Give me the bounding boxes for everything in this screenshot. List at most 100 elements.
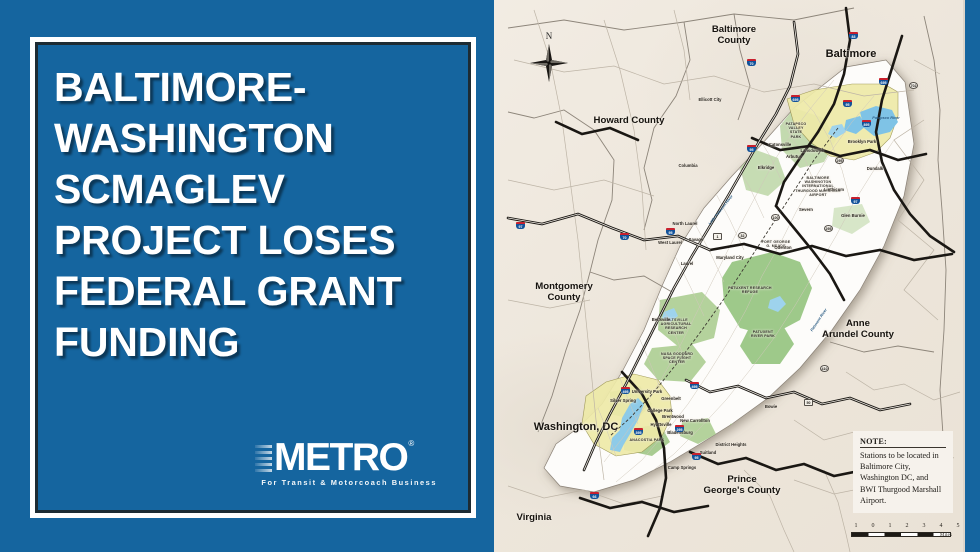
interstate-shield-83: 83	[849, 32, 858, 39]
highway-centerlines	[507, 21, 911, 471]
interstate-shield-295: 295	[675, 425, 684, 432]
md-route-shield-295-b: 295	[824, 225, 833, 232]
md-route-shield-702: 702	[909, 82, 918, 89]
map-vector-layer	[506, 6, 961, 552]
scale-tick-2: 1	[888, 523, 892, 529]
compass-north-label: N	[545, 31, 553, 41]
park-label-nasa-goddard-space-flight-center: NASA GODDARD SPACE FLIGHT CENTER	[660, 352, 693, 365]
interstate-shield-95-a: 95	[843, 100, 852, 107]
water-label-patapsco-river: Patapsco River	[872, 116, 900, 120]
place-label-linthicum: Linthicum	[823, 187, 844, 192]
place-label-catonsville: Catonsville	[768, 142, 792, 147]
headline-line-5: FEDERAL GRANT	[54, 268, 402, 314]
place-label-brentwood: Brentwood	[662, 414, 684, 419]
place-label-west-laurel: West Laurel	[658, 240, 682, 245]
park-label-bwi-airport: BALTIMORE WASHINGTON INTERNATIONAL THURG…	[795, 176, 841, 197]
scale-tick-labels: 1 0 1 2 3 4 5	[851, 523, 963, 531]
place-label-elkridge: Elkridge	[757, 165, 775, 170]
place-label-columbia: Columbia	[678, 163, 698, 168]
interstate-shield-695-a: 695	[791, 95, 800, 102]
metro-logo[interactable]: METRO ® For Transit & Motorcoach Busines…	[255, 437, 440, 493]
park-label-patuxent-research-refuge: PATUXENT RESEARCH REFUGE	[728, 286, 772, 295]
county-boundaries	[507, 7, 947, 511]
place-label-district-heights: District Heights	[715, 442, 747, 447]
speed-lines-icon	[255, 443, 272, 473]
headline-line-2: WASHINGTON	[54, 115, 334, 161]
decorative-frame-inner	[35, 42, 471, 513]
park-label-patapsco-valley-state-park: PATAPSCO VALLEY STATE PARK	[785, 122, 807, 139]
interstate-shield-495-b: 495	[690, 382, 699, 389]
page-title: BALTIMORE- WASHINGTON SCMAGLEV PROJECT L…	[54, 62, 454, 368]
interstate-shield-97-b: 97	[516, 222, 525, 229]
place-label-camp-springs: Camp Springs	[667, 465, 697, 470]
interstate-shield-95-d: 95	[692, 453, 701, 460]
interstate-shield-95-b: 95	[747, 145, 756, 152]
county-label-baltimore-county: Baltimore County	[711, 24, 757, 47]
city-label-washington-dc: Washington, DC	[533, 421, 619, 433]
place-label-brooklyn-park: Brooklyn Park	[847, 139, 877, 144]
map-note-title: NOTE:	[860, 437, 946, 448]
scale-unit-label: Miles	[939, 532, 952, 538]
place-label-arbutus: Arbutus	[785, 154, 803, 159]
place-label-suitland: Suitland	[699, 450, 717, 455]
county-label-virginia: Virginia	[516, 512, 552, 523]
interstate-shield-70-a: 70	[747, 59, 756, 66]
interstate-shield-66: 66	[590, 492, 599, 499]
county-label-montgomery-county: Montgomery County	[535, 281, 593, 304]
interstate-shield-97-a: 97	[851, 197, 860, 204]
interstate-shield-395: 395	[634, 428, 643, 435]
md-route-shield-32: 32	[738, 232, 747, 239]
map-canvas[interactable]: Baltimore County Howard County Montgomer…	[494, 0, 965, 552]
us-route-shield-1: 1	[713, 233, 722, 240]
place-label-dundalk: Dundalk	[866, 166, 884, 171]
compass-rose: N	[529, 31, 569, 83]
place-label-lansdowne: Lansdowne	[800, 148, 824, 153]
headline-line-6: FUNDING	[54, 319, 240, 365]
metro-wordmark: METRO	[274, 435, 409, 479]
decorative-frame	[30, 37, 476, 518]
county-label-prince-georges-county: Prince George's County	[703, 474, 781, 497]
registered-trademark-icon: ®	[408, 438, 415, 448]
metro-logo-row: METRO ®	[255, 437, 440, 477]
place-label-north-laurel: North Laurel	[672, 221, 698, 226]
place-label-bowie: Bowie	[764, 404, 778, 409]
park-label-fort-george-g-meade: FORT GEORGE G. MEADE	[761, 240, 791, 249]
us-route-shield-50: 50	[804, 399, 813, 406]
md-route-shield-410: 410	[820, 365, 829, 372]
place-label-glen-burnie: Glen Burnie	[841, 213, 865, 218]
scale-bar-graphic: Miles	[851, 532, 952, 538]
place-label-odenton: Odenton	[774, 245, 792, 250]
headline-line-4: PROJECT LOSES	[54, 217, 396, 263]
place-label-beltsville: Beltsville	[651, 317, 671, 322]
map-panel[interactable]: Baltimore County Howard County Montgomer…	[492, 0, 980, 552]
interstate-shield-495-a: 495	[621, 387, 630, 394]
map-note-box: NOTE: Stations to be located in Baltimor…	[853, 431, 953, 514]
county-label-anne-arundel-county: Anne Arundel County	[822, 318, 894, 341]
metro-tagline: For Transit & Motorcoach Business	[261, 478, 437, 487]
place-label-severn: Severn	[799, 207, 813, 212]
park-label-beltsville-agricultural-research-center: BELTSVILLE AGRICULTURAL RESEARCH CENTER	[660, 318, 692, 335]
headline-panel: BALTIMORE- WASHINGTON SCMAGLEV PROJECT L…	[30, 37, 476, 518]
scale-tick-1: 0	[871, 523, 875, 529]
scale-tick-0: 1	[854, 523, 858, 529]
place-label-college-park: College Park	[647, 408, 673, 413]
scale-tick-3: 2	[905, 523, 909, 529]
place-label-university-park: University Park	[631, 389, 663, 394]
md-route-shield-100: 100	[771, 214, 780, 221]
place-label-hyattsville: Hyattsville	[650, 422, 672, 427]
place-label-savage: Savage	[688, 237, 704, 242]
place-label-bladensburg: Bladensburg	[660, 430, 700, 436]
maglev-alignment	[609, 127, 839, 437]
place-label-ellicott-city: Ellicott City	[698, 97, 722, 102]
place-label-laurel: Laurel	[680, 261, 694, 266]
scale-tick-5: 4	[939, 523, 943, 529]
map-right-edge	[963, 0, 965, 552]
interstate-shield-695-b: 695	[879, 78, 888, 85]
scale-tick-4: 3	[922, 523, 926, 529]
city-label-baltimore: Baltimore	[825, 48, 877, 60]
scale-tick-6: 5	[956, 523, 960, 529]
headline-line-3: SCMAGLEV	[54, 166, 285, 212]
interstate-shield-70-b: 70	[620, 233, 629, 240]
map-note-body: Stations to be located in Baltimore City…	[860, 451, 942, 505]
